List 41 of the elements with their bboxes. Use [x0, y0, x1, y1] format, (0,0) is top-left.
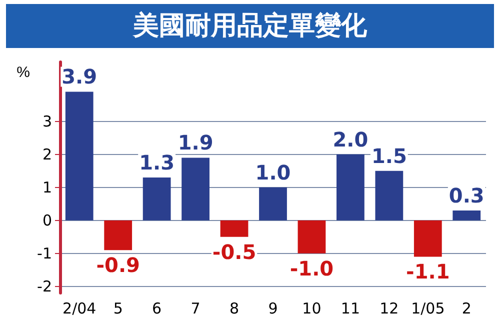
bar: [104, 220, 132, 250]
data-label: 2.0: [332, 127, 368, 152]
bar: [259, 187, 287, 220]
data-label: -0.9: [96, 253, 140, 278]
y-tick-label: 2: [42, 145, 52, 164]
x-tick-label: 11: [340, 300, 360, 318]
x-tick-label: 5: [113, 300, 123, 318]
bar: [452, 210, 481, 220]
x-tick-label: 12: [380, 300, 399, 318]
x-tick-label: 8: [230, 300, 240, 318]
data-label: -0.5: [212, 240, 256, 264]
chart-title: 美國耐用品定單變化: [6, 4, 494, 48]
x-tick-label: 2: [462, 300, 472, 318]
data-label: 1.0: [255, 160, 291, 184]
bar: [142, 178, 171, 220]
bar: [182, 158, 210, 220]
bar: [298, 220, 326, 254]
data-label: -1.0: [290, 256, 334, 280]
y-tick-label: -1: [37, 244, 52, 262]
x-tick-label: 9: [268, 300, 278, 318]
bar: [375, 170, 404, 220]
data-label: 1.5: [371, 144, 407, 168]
x-tick-label: 6: [152, 300, 162, 318]
x-tick-label: 1/05: [411, 300, 445, 318]
data-label: 0.3: [448, 184, 484, 208]
x-tick-label: 7: [190, 300, 200, 318]
y-tick-label: -2: [37, 277, 52, 296]
bar: [336, 154, 364, 220]
data-label: 3.9: [62, 64, 98, 89]
data-label: -1.1: [406, 260, 450, 284]
bar: [220, 220, 248, 237]
data-label: 1.3: [139, 150, 175, 174]
y-tick-label: 0: [42, 211, 52, 230]
y-axis-title: %: [16, 64, 30, 81]
y-tick-label: 3: [42, 112, 52, 130]
x-tick-label: 10: [302, 300, 322, 318]
y-tick-label: 1: [42, 178, 52, 196]
data-label: 1.9: [178, 130, 214, 155]
bar: [65, 92, 94, 220]
bar: [414, 220, 442, 257]
x-tick-label: 2/04: [62, 300, 96, 318]
